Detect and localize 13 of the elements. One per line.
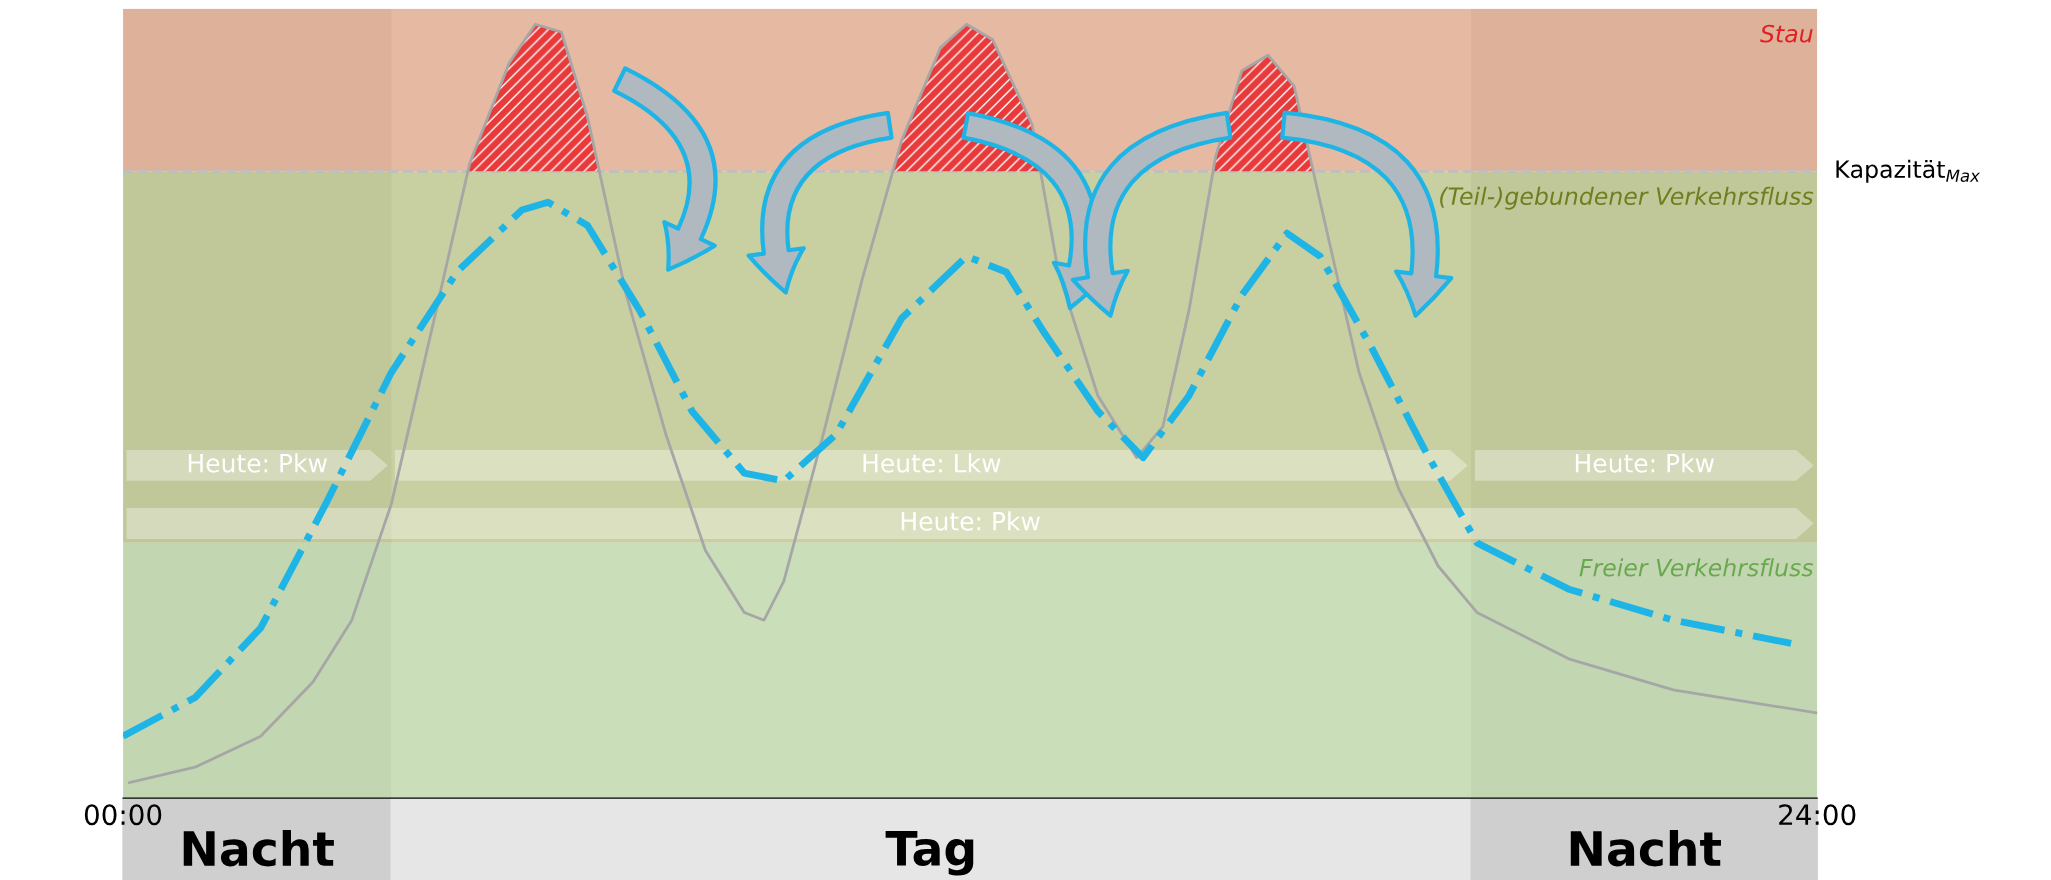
band-label: Stau (1760, 24, 1813, 43)
band-label: Tag (885, 830, 974, 876)
x-tick-label: 24:00 (1779, 804, 1856, 826)
ref-line-label: Kapazität$_{Max}$ (1836, 159, 1981, 183)
band-label: (Teil-)gebundener Verkehrsfluss (1440, 186, 1814, 210)
band-label: Freier Verkehrsfluss (1579, 558, 1814, 577)
annotation: Heute: Pkw (1575, 453, 1714, 473)
annotation: Heute: Lkw (863, 453, 1001, 473)
band-label: Nacht (1570, 829, 1721, 867)
x-tick-label: 00:00 (84, 804, 162, 826)
annotation: Heute: Pkw (901, 511, 1040, 531)
band-label: Nacht (183, 829, 334, 867)
annotation: Heute: Pkw (188, 453, 327, 473)
